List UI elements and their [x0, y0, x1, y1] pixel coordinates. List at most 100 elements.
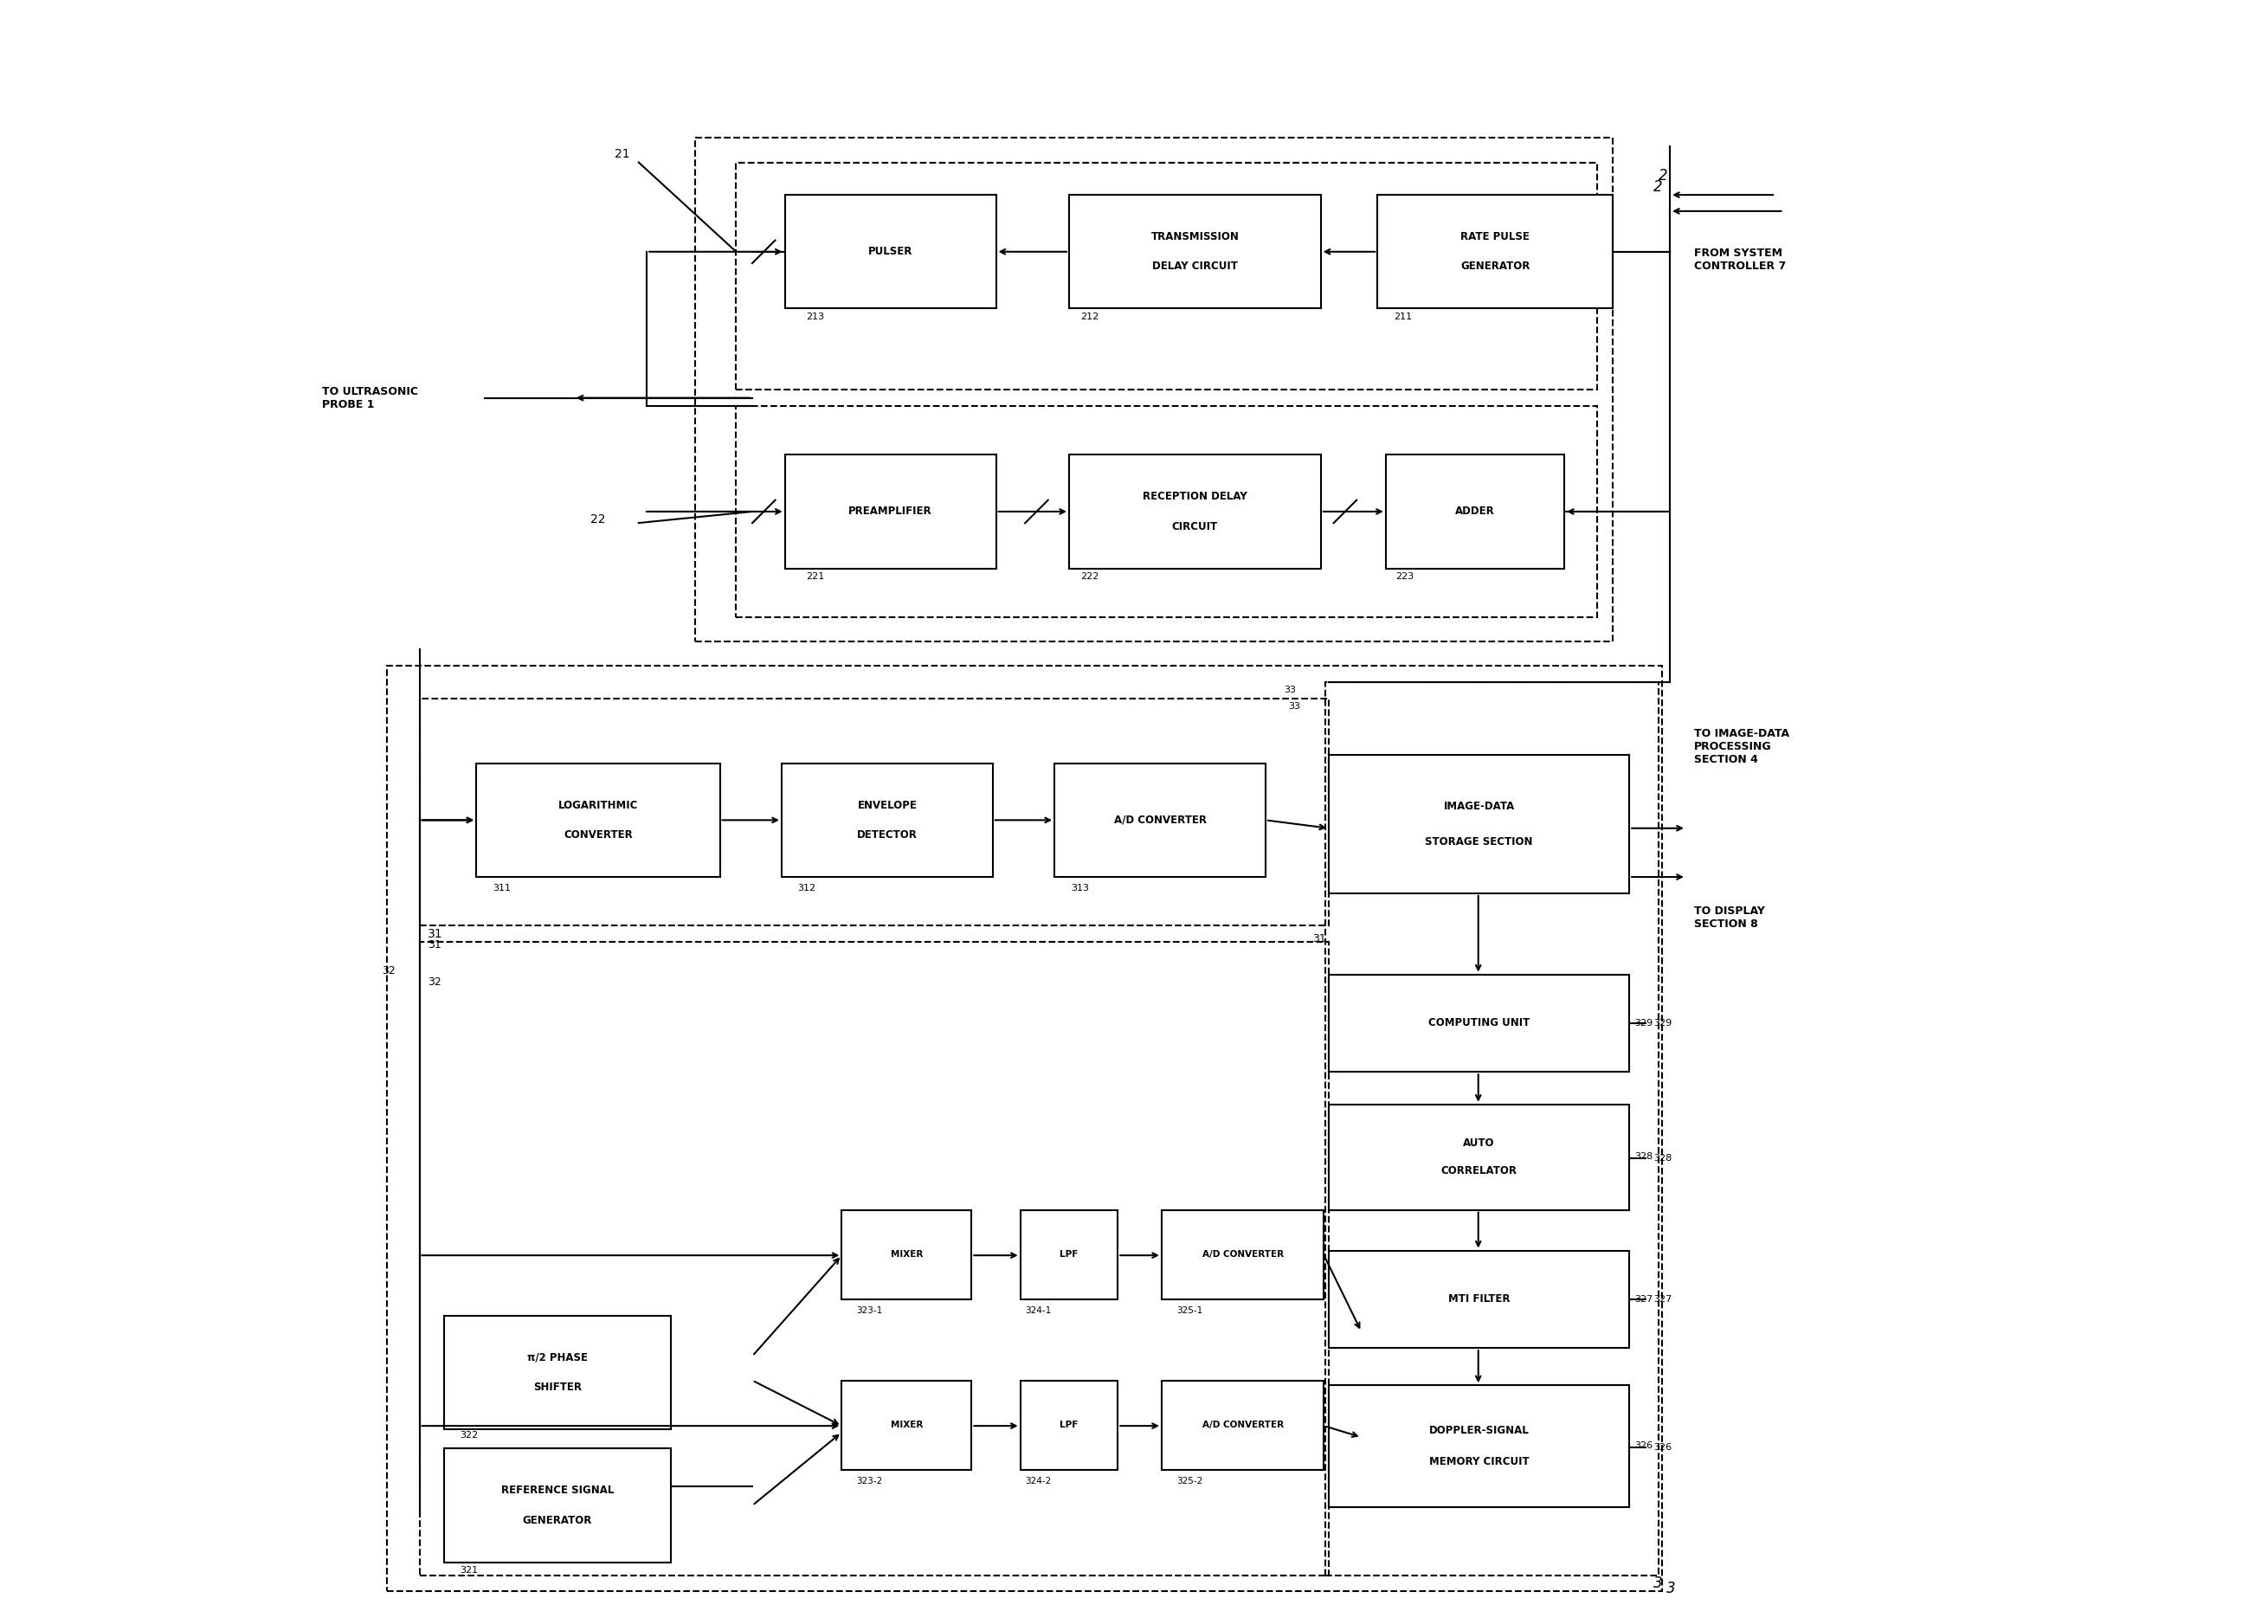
Bar	[841, 1210, 971, 1299]
Text: A/D CONVERTER: A/D CONVERTER	[1202, 1421, 1284, 1429]
Text: 3: 3	[1653, 1575, 1662, 1592]
Text: SHIFTER: SHIFTER	[533, 1382, 581, 1393]
Text: 328: 328	[1635, 1151, 1653, 1161]
Text: 327: 327	[1635, 1294, 1653, 1304]
Text: COMPUTING UNIT: COMPUTING UNIT	[1429, 1018, 1531, 1028]
Text: FROM SYSTEM
CONTROLLER 7: FROM SYSTEM CONTROLLER 7	[1694, 248, 1787, 271]
Text: TRANSMISSION: TRANSMISSION	[1150, 231, 1238, 242]
Bar	[1055, 763, 1266, 877]
Text: CIRCUIT: CIRCUIT	[1173, 521, 1218, 533]
Text: 324-2: 324-2	[1025, 1476, 1052, 1486]
Text: 213: 213	[805, 312, 823, 322]
Bar	[1161, 1210, 1325, 1299]
Bar	[420, 698, 1329, 926]
Text: DELAY CIRCUIT: DELAY CIRCUIT	[1152, 261, 1238, 273]
Bar	[1386, 455, 1565, 568]
Text: MIXER: MIXER	[891, 1421, 923, 1429]
Text: PREAMPLIFIER: PREAMPLIFIER	[848, 507, 932, 516]
Bar	[1329, 1104, 1628, 1210]
Text: 2: 2	[1653, 179, 1662, 195]
Text: 32: 32	[429, 978, 442, 987]
Text: MEMORY CIRCUIT: MEMORY CIRCUIT	[1429, 1457, 1529, 1468]
Text: 223: 223	[1395, 572, 1413, 581]
Bar	[696, 138, 1613, 641]
Text: 212: 212	[1080, 312, 1098, 322]
Text: ADDER: ADDER	[1456, 507, 1495, 516]
Bar	[1068, 195, 1320, 309]
Text: DOPPLER-SIGNAL: DOPPLER-SIGNAL	[1429, 1424, 1529, 1436]
Text: 2: 2	[1658, 167, 1667, 184]
Text: 329: 329	[1653, 1018, 1672, 1028]
Text: STORAGE SECTION: STORAGE SECTION	[1424, 836, 1533, 848]
Bar	[1329, 1385, 1628, 1507]
Text: π/2 PHASE: π/2 PHASE	[526, 1351, 587, 1363]
Bar	[420, 942, 1329, 1575]
Bar	[1329, 974, 1628, 1072]
Text: 326: 326	[1653, 1442, 1672, 1452]
Text: 311: 311	[492, 883, 510, 893]
Bar	[1021, 1380, 1118, 1470]
Text: 323-2: 323-2	[857, 1476, 882, 1486]
Text: 326: 326	[1635, 1440, 1653, 1450]
Bar	[1329, 1250, 1628, 1348]
Text: 321: 321	[460, 1566, 479, 1575]
Text: CORRELATOR: CORRELATOR	[1440, 1164, 1517, 1176]
Text: GENERATOR: GENERATOR	[1461, 261, 1531, 273]
Text: 31: 31	[1313, 934, 1327, 944]
Bar	[1325, 682, 1658, 1575]
Text: 312: 312	[798, 883, 816, 893]
Text: PULSER: PULSER	[869, 247, 912, 257]
Bar	[1068, 455, 1320, 568]
Text: 328: 328	[1653, 1153, 1672, 1163]
Text: 21: 21	[615, 148, 631, 161]
Text: GENERATOR: GENERATOR	[522, 1515, 592, 1527]
Text: MIXER: MIXER	[891, 1250, 923, 1259]
Bar	[445, 1315, 671, 1429]
Bar	[476, 763, 719, 877]
Text: REFERENCE SIGNAL: REFERENCE SIGNAL	[501, 1484, 615, 1496]
Text: 327: 327	[1653, 1294, 1672, 1304]
Bar	[785, 455, 996, 568]
Text: 33: 33	[1288, 702, 1300, 711]
Bar	[785, 195, 996, 309]
Bar	[445, 1449, 671, 1562]
Text: 325-2: 325-2	[1177, 1476, 1202, 1486]
Text: 222: 222	[1080, 572, 1100, 581]
Bar	[737, 162, 1597, 390]
Text: 325-1: 325-1	[1177, 1306, 1202, 1315]
Text: 323-1: 323-1	[857, 1306, 882, 1315]
Text: AUTO: AUTO	[1463, 1138, 1495, 1150]
Text: 324-1: 324-1	[1025, 1306, 1052, 1315]
Text: 32: 32	[381, 966, 395, 976]
Text: 22: 22	[590, 513, 606, 526]
Text: MTI FILTER: MTI FILTER	[1449, 1294, 1510, 1304]
Bar	[1377, 195, 1613, 309]
Bar	[1021, 1210, 1118, 1299]
Text: A/D CONVERTER: A/D CONVERTER	[1202, 1250, 1284, 1259]
Text: TO ULTRASONIC
PROBE 1: TO ULTRASONIC PROBE 1	[322, 387, 417, 409]
Text: LPF: LPF	[1059, 1421, 1077, 1429]
Text: LPF: LPF	[1059, 1250, 1077, 1259]
Text: RECEPTION DELAY: RECEPTION DELAY	[1143, 490, 1247, 502]
Text: LOGARITHMIC: LOGARITHMIC	[558, 799, 637, 810]
Text: 211: 211	[1395, 312, 1413, 322]
Text: ENVELOPE: ENVELOPE	[857, 799, 916, 810]
Bar	[782, 763, 993, 877]
Text: RATE PULSE: RATE PULSE	[1461, 231, 1531, 242]
Text: 33: 33	[1284, 685, 1297, 695]
Text: 313: 313	[1070, 883, 1089, 893]
Text: CONVERTER: CONVERTER	[562, 830, 633, 841]
Bar	[1161, 1380, 1325, 1470]
Bar	[737, 406, 1597, 617]
Text: TO IMAGE-DATA
PROCESSING
SECTION 4: TO IMAGE-DATA PROCESSING SECTION 4	[1694, 729, 1789, 765]
Text: TO DISPLAY
SECTION 8: TO DISPLAY SECTION 8	[1694, 906, 1765, 929]
Text: 31: 31	[429, 940, 442, 950]
Text: 322: 322	[460, 1431, 479, 1440]
Bar	[841, 1380, 971, 1470]
Text: 31: 31	[429, 927, 442, 940]
Bar	[1329, 755, 1628, 893]
Text: 329: 329	[1635, 1018, 1653, 1028]
Text: A/D CONVERTER: A/D CONVERTER	[1114, 815, 1207, 825]
Text: 221: 221	[805, 572, 823, 581]
Text: IMAGE-DATA: IMAGE-DATA	[1442, 801, 1515, 812]
